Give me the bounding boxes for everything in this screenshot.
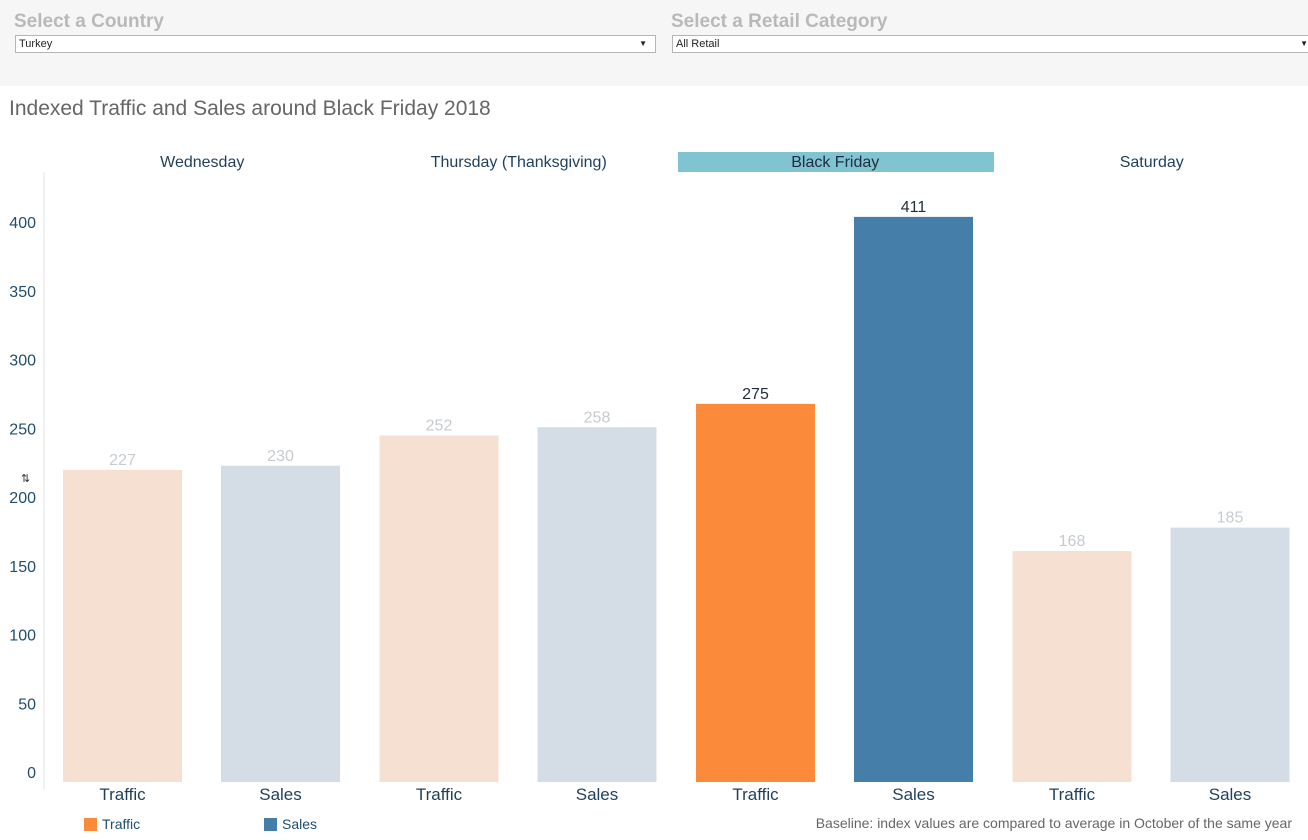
x-category-label: Traffic — [99, 785, 146, 804]
x-category-label: Sales — [576, 785, 619, 804]
bar-sales — [221, 465, 340, 782]
group-header-label: Black Friday — [791, 154, 879, 171]
sort-axis-icon[interactable]: ⇅ — [21, 473, 31, 485]
chevron-down-icon: ▼ — [1300, 39, 1308, 48]
y-tick-label: 0 — [27, 765, 36, 782]
x-category-label: Sales — [892, 785, 935, 804]
category-filter: Select a Retail Category All Retail ▼ — [671, 10, 1308, 53]
bar-value-label: 227 — [109, 452, 136, 469]
bar-value-label: 185 — [1217, 510, 1244, 527]
category-filter-label: Select a Retail Category — [671, 11, 888, 32]
bar-value-label: 411 — [901, 199, 927, 216]
y-tick-label: 300 — [9, 353, 36, 370]
bar-value-label: 258 — [584, 409, 611, 426]
baseline-footnote: Baseline: index values are compared to a… — [815, 815, 1292, 831]
country-select[interactable]: Turkey ▼ — [15, 35, 656, 53]
x-category-label: Sales — [259, 785, 302, 804]
bar-sales — [537, 427, 657, 782]
legend-item-sales[interactable]: Sales — [264, 816, 317, 834]
bar-traffic — [63, 469, 182, 782]
y-tick-label: 350 — [9, 284, 36, 301]
bar-sales — [1170, 527, 1290, 782]
category-select[interactable]: All Retail ▼ — [672, 35, 1308, 53]
bar-traffic — [379, 435, 499, 782]
y-tick-label: 400 — [9, 215, 36, 232]
legend-swatch-sales — [264, 818, 277, 831]
legend-swatch-traffic — [84, 818, 97, 831]
y-tick-label: 100 — [9, 628, 36, 645]
bar-value-label: 230 — [267, 448, 294, 465]
bar-value-label: 252 — [426, 418, 453, 435]
group-header-highlight — [678, 152, 994, 172]
group-header-label: Thursday (Thanksgiving) — [431, 154, 607, 171]
y-tick-label: 50 — [18, 696, 36, 713]
y-tick-label: 200 — [9, 490, 36, 507]
bar-traffic — [696, 403, 815, 782]
y-tick-label: 250 — [9, 421, 36, 438]
bar-value-label: 168 — [1059, 533, 1086, 550]
x-category-label: Traffic — [1049, 785, 1096, 804]
chart-title: Indexed Traffic and Sales around Black F… — [9, 97, 491, 120]
y-tick-label: 150 — [9, 559, 36, 576]
filter-bar: Select a Country Turkey ▼ Select a Retai… — [0, 0, 1308, 86]
category-select-value: All Retail — [676, 38, 720, 50]
country-filter: Select a Country Turkey ▼ — [14, 10, 656, 53]
group-header-label: Saturday — [1120, 154, 1184, 171]
bar-value-label: 275 — [742, 386, 769, 403]
x-category-label: Traffic — [416, 785, 463, 804]
legend-label-sales: Sales — [282, 816, 318, 832]
legend-item-traffic[interactable]: Traffic — [84, 816, 140, 834]
bar-traffic — [1012, 551, 1132, 782]
chevron-down-icon: ▼ — [639, 39, 647, 48]
bar-sales — [854, 216, 973, 782]
x-category-label: Traffic — [732, 785, 779, 804]
legend-label-traffic: Traffic — [102, 816, 141, 832]
x-category-label: Sales — [1209, 785, 1252, 804]
country-filter-label: Select a Country — [14, 11, 164, 32]
group-header-label: Wednesday — [160, 154, 244, 171]
country-select-value: Turkey — [19, 38, 53, 50]
